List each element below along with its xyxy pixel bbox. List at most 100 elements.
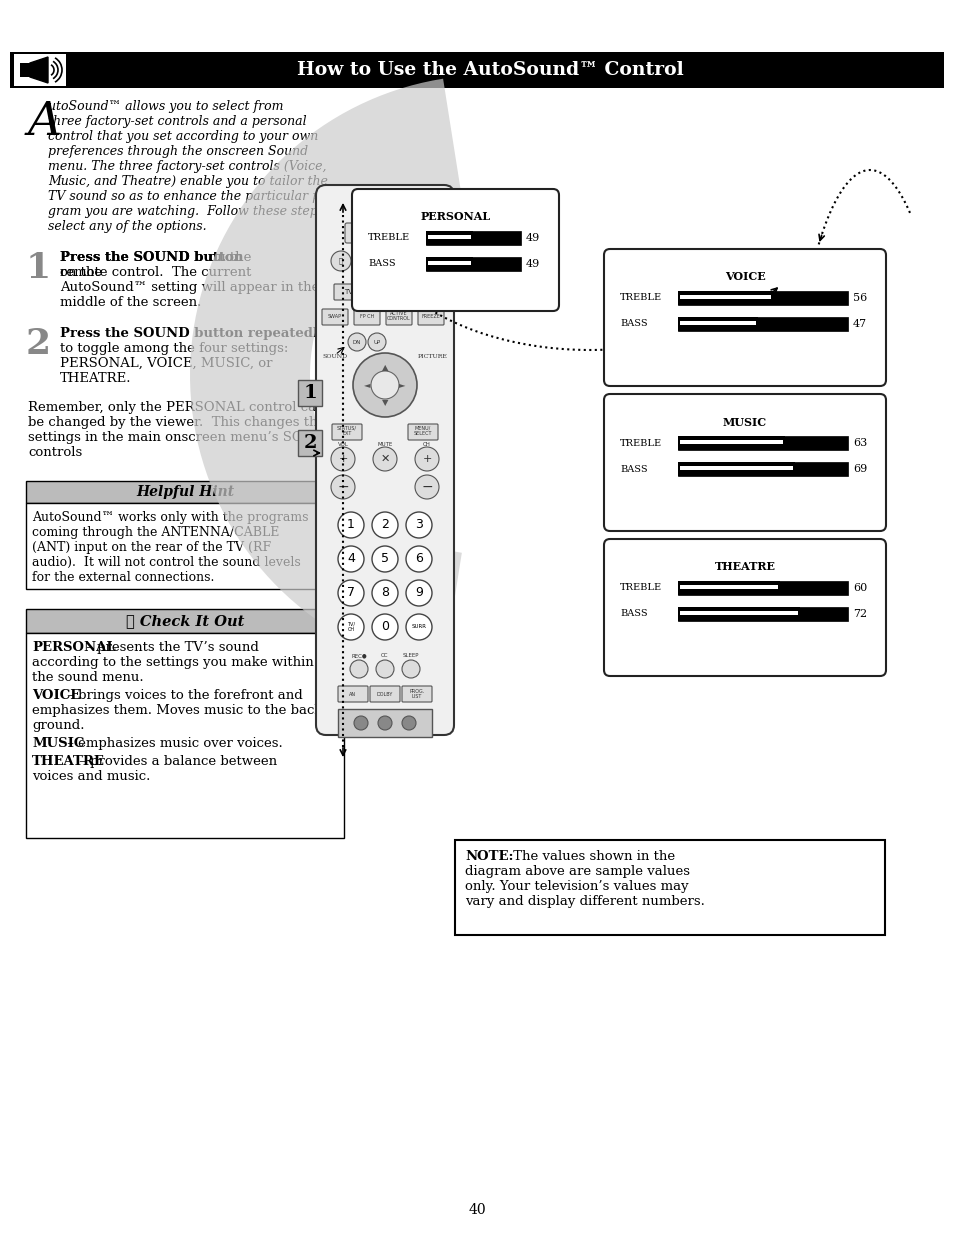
FancyBboxPatch shape: [352, 189, 558, 311]
Bar: [426, 257, 472, 270]
Bar: [10, 52, 943, 88]
Text: PERSONAL, VOICE, MUSIC, or: PERSONAL, VOICE, MUSIC, or: [60, 357, 273, 370]
Text: TREBLE: TREBLE: [619, 583, 661, 593]
Text: FP CH: FP CH: [359, 314, 374, 319]
Circle shape: [372, 580, 397, 606]
Text: – emphasizes music over voices.: – emphasizes music over voices.: [63, 737, 282, 750]
Text: BASS: BASS: [368, 259, 395, 268]
FancyBboxPatch shape: [401, 284, 432, 300]
Circle shape: [353, 353, 416, 417]
Text: ▼: ▼: [381, 398, 388, 408]
Text: MUSIC: MUSIC: [32, 737, 84, 750]
Text: TREBLE: TREBLE: [619, 438, 661, 447]
Text: THEATRE: THEATRE: [32, 755, 105, 768]
FancyBboxPatch shape: [337, 685, 368, 701]
Text: VOL: VOL: [337, 442, 348, 447]
Text: ACC: ACC: [410, 289, 424, 295]
Text: 5: 5: [380, 552, 389, 566]
Text: ⏹: ⏹: [368, 258, 372, 264]
Text: CC: CC: [381, 653, 388, 658]
Text: BASS: BASS: [619, 464, 647, 473]
Circle shape: [368, 333, 386, 351]
Text: VOICE: VOICE: [32, 689, 80, 701]
Text: VOICE: VOICE: [724, 272, 764, 283]
FancyBboxPatch shape: [364, 198, 406, 219]
Text: to toggle among the four settings:: to toggle among the four settings:: [60, 342, 288, 354]
Bar: [426, 231, 520, 245]
FancyBboxPatch shape: [603, 394, 885, 531]
Text: 2: 2: [303, 433, 316, 452]
Text: – presents the TV’s sound: – presents the TV’s sound: [82, 641, 258, 655]
Text: PROG.
LIST: PROG. LIST: [409, 689, 424, 699]
Bar: [678, 462, 795, 475]
Text: Press the SOUND button repeatedly: Press the SOUND button repeatedly: [60, 327, 325, 340]
Bar: [428, 235, 470, 240]
Text: TV sound so as to enhance the particular pro-: TV sound so as to enhance the particular…: [48, 190, 337, 203]
Text: emphasizes them. Moves music to the back-: emphasizes them. Moves music to the back…: [32, 704, 327, 718]
Text: – provides a balance between: – provides a balance between: [75, 755, 277, 768]
Circle shape: [331, 251, 351, 270]
Text: Press the SOUND button: Press the SOUND button: [60, 251, 243, 264]
Text: Helpful Hint: Helpful Hint: [135, 485, 233, 499]
Text: middle of the screen.: middle of the screen.: [60, 296, 201, 309]
Bar: [297, 380, 322, 406]
Text: SWAP: SWAP: [328, 314, 341, 319]
Text: MUTE: MUTE: [377, 442, 393, 447]
Text: – brings voices to the forefront and: – brings voices to the forefront and: [63, 689, 302, 701]
Text: 1: 1: [347, 519, 355, 531]
Text: ✕: ✕: [380, 454, 389, 464]
Text: control that you set according to your own: control that you set according to your o…: [48, 130, 318, 143]
Text: (ANT) input on the rear of the TV (RF: (ANT) input on the rear of the TV (RF: [32, 541, 271, 555]
Text: MUSIC: MUSIC: [722, 416, 766, 427]
Text: be changed by the viewer.  This changes the: be changed by the viewer. This changes t…: [28, 416, 325, 429]
FancyBboxPatch shape: [332, 424, 361, 440]
Text: ⏪: ⏪: [338, 258, 343, 264]
Text: utoSound™ allows you to select from: utoSound™ allows you to select from: [48, 100, 283, 112]
Text: for the external connections.: for the external connections.: [32, 571, 214, 584]
Text: according to the settings you make within: according to the settings you make withi…: [32, 656, 314, 669]
Circle shape: [331, 475, 355, 499]
Circle shape: [406, 614, 432, 640]
Text: only. Your television’s values may: only. Your television’s values may: [464, 881, 688, 893]
Bar: [26, 480, 344, 503]
Text: 3: 3: [415, 519, 422, 531]
Circle shape: [417, 251, 437, 270]
Text: select any of the options.: select any of the options.: [48, 220, 207, 233]
Text: NOTE:: NOTE:: [464, 850, 513, 863]
Circle shape: [406, 513, 432, 538]
Circle shape: [406, 580, 432, 606]
Text: 2: 2: [380, 519, 389, 531]
Text: PERSONAL: PERSONAL: [420, 211, 490, 222]
Circle shape: [337, 546, 364, 572]
Bar: [679, 440, 782, 445]
Bar: [678, 606, 847, 621]
Circle shape: [372, 546, 397, 572]
Text: 7: 7: [347, 587, 355, 599]
Text: controls: controls: [28, 446, 82, 459]
Circle shape: [371, 370, 398, 399]
Circle shape: [375, 659, 394, 678]
Text: Remember, only the PERSONAL control can: Remember, only the PERSONAL control can: [28, 401, 324, 414]
Text: TV: TV: [344, 289, 354, 295]
Bar: [678, 436, 847, 450]
Text: coming through the ANTENNA/CABLE: coming through the ANTENNA/CABLE: [32, 526, 279, 538]
Text: DOLBY: DOLBY: [376, 692, 393, 697]
Circle shape: [348, 333, 366, 351]
FancyBboxPatch shape: [417, 309, 443, 325]
Bar: [455, 840, 884, 935]
Text: voices and music.: voices and music.: [32, 769, 151, 783]
Text: 40: 40: [468, 1203, 485, 1216]
Circle shape: [406, 546, 432, 572]
PathPatch shape: [190, 79, 461, 672]
Text: 1: 1: [303, 384, 316, 403]
Text: ▲: ▲: [381, 363, 388, 372]
Text: the sound menu.: the sound menu.: [32, 671, 144, 684]
Text: ⏩: ⏩: [425, 258, 430, 264]
Text: UP: UP: [373, 340, 380, 345]
Text: SOUND: SOUND: [322, 354, 347, 359]
Text: BASS: BASS: [619, 610, 647, 619]
Text: ►: ►: [399, 380, 405, 389]
Text: Music, and Theatre) enable you to tailor the: Music, and Theatre) enable you to tailor…: [48, 175, 328, 188]
Circle shape: [415, 447, 438, 471]
Circle shape: [331, 447, 355, 471]
